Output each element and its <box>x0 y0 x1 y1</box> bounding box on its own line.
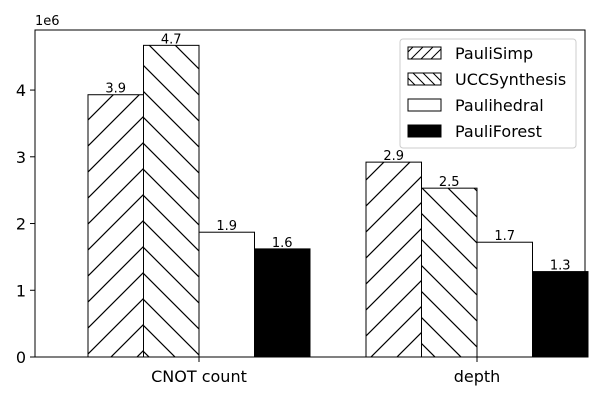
plot-frame <box>34 29 586 358</box>
legend-swatch-paulisimp <box>407 46 442 60</box>
y-tick-label: 0 <box>16 348 26 367</box>
bar-value-label: 2.5 <box>439 175 460 190</box>
bar-pauliforest-0 <box>254 248 311 358</box>
legend-swatch-uccsynthesis <box>407 72 442 86</box>
y-tick-label: 2 <box>16 215 26 234</box>
bar-labels-layer: 3.9 4.7 1.9 1.6 2.9 2.5 1.7 1.3 <box>105 32 570 273</box>
legend-swatch-paulihedral <box>407 98 442 112</box>
y-offset-label: 1e6 <box>35 14 60 29</box>
x-tick-label: depth <box>454 367 501 386</box>
legend-label-pauliforest: PauliForest <box>455 122 542 141</box>
x-axis: CNOT count depth <box>151 357 500 386</box>
bar-pauliforest-1 <box>532 271 589 358</box>
bar-value-label: 2.9 <box>383 149 404 164</box>
bar-value-label: 1.3 <box>550 259 571 274</box>
bar-value-label: 1.6 <box>272 236 293 251</box>
y-tick-label: 3 <box>16 148 26 167</box>
legend-swatch-pauliforest <box>407 124 442 138</box>
legend-label-paulihedral: Paulihedral <box>455 96 544 115</box>
bar-paulihedral-0 <box>198 231 255 358</box>
bar-value-label: 1.9 <box>216 219 237 234</box>
y-tick-label: 4 <box>16 81 26 100</box>
bar-value-label: 3.9 <box>105 82 126 97</box>
bars-layer <box>87 44 589 358</box>
bar-paulihedral-1 <box>476 241 533 358</box>
bar-value-label: 1.7 <box>494 229 515 244</box>
x-tick-label: CNOT count <box>151 367 247 386</box>
bar-uccsynthesis-1 <box>421 187 478 358</box>
bar-value-label: 4.7 <box>161 32 182 47</box>
legend-label-uccsynthesis: UCCSynthesis <box>455 70 566 89</box>
y-tick-label: 1 <box>16 281 26 300</box>
legend: PauliSimp UCCSynthesis Paulihedral PauliFor… <box>399 38 577 149</box>
bar-uccsynthesis-0 <box>143 44 200 358</box>
y-axis: 0 1 2 3 4 <box>16 81 35 367</box>
bar-paulisimp-0 <box>87 94 144 358</box>
legend-label-paulisimp: PauliSimp <box>455 44 533 63</box>
legend-box <box>399 38 577 149</box>
bar-paulisimp-1 <box>365 161 422 358</box>
